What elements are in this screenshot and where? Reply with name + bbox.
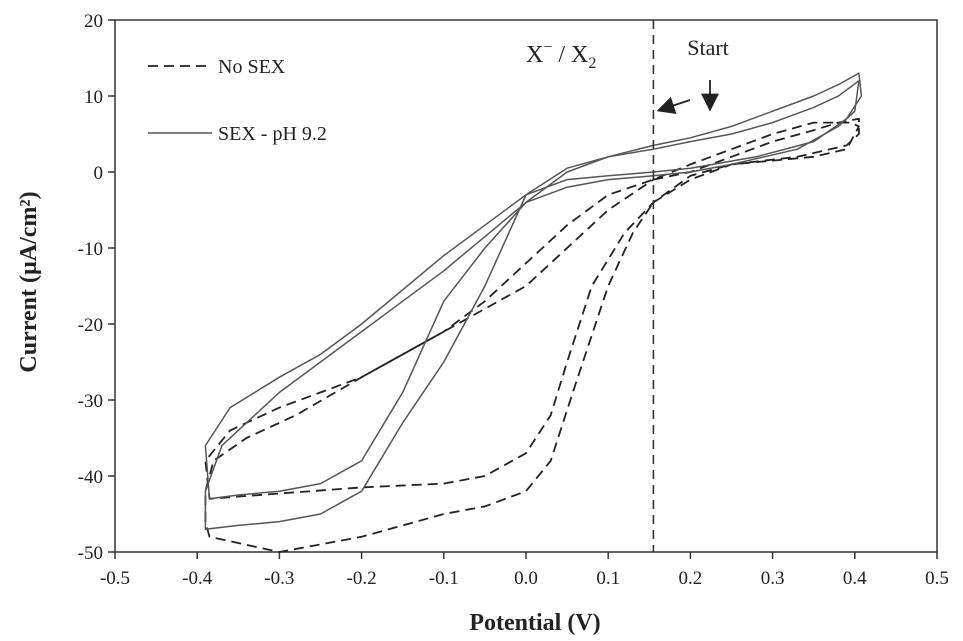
legend-label-sex: SEX - pH 9.2 bbox=[218, 123, 327, 145]
y-tick-label: -40 bbox=[78, 467, 103, 488]
y-tick-label: 0 bbox=[94, 163, 104, 184]
x-tick-label: 0.0 bbox=[514, 568, 538, 589]
series-line-sex-ph-9-2-cycle-1 bbox=[204, 80, 860, 500]
x-tick-label: 0.3 bbox=[761, 568, 785, 589]
legend-label-no-sex: No SEX bbox=[218, 56, 286, 78]
x-tick-label: -0.1 bbox=[429, 568, 459, 589]
x-tick-label: 0.4 bbox=[843, 568, 867, 589]
y-tick-label: -50 bbox=[78, 543, 103, 564]
direction-arrow bbox=[656, 96, 691, 114]
y-tick-label: -20 bbox=[78, 315, 103, 336]
plot-area bbox=[114, 19, 938, 553]
x-tick-label: -0.5 bbox=[100, 568, 130, 589]
redox-couple-sup: − bbox=[543, 39, 552, 56]
x-axis-title: Potential (V) bbox=[469, 610, 600, 636]
redox-couple-mid: / X bbox=[552, 42, 588, 68]
series-line-sex-ph-9-2-cycle-2 bbox=[204, 72, 863, 530]
x-tick-label: -0.3 bbox=[264, 568, 294, 589]
y-axis-ticks: -50 -40 -30 -20 -10 0 10 20 bbox=[78, 11, 115, 564]
y-tick-label: -30 bbox=[78, 391, 103, 412]
y-tick-label: 20 bbox=[84, 11, 103, 32]
redox-couple-x: X bbox=[526, 42, 543, 68]
redox-couple-label: X− / X2 bbox=[526, 39, 596, 72]
x-tick-label: -0.2 bbox=[347, 568, 377, 589]
legend: No SEX SEX - pH 9.2 bbox=[148, 56, 327, 145]
x-tick-label: 0.5 bbox=[925, 568, 949, 589]
annotations: X− / X2 Start bbox=[526, 35, 729, 114]
y-tick-label: -10 bbox=[78, 239, 103, 260]
x-axis-ticks: -0.5 -0.4 -0.3 -0.2 -0.1 0.0 0.1 0.2 0.3 0.4 0.5 bbox=[100, 552, 949, 589]
x-tick-label: 0.1 bbox=[596, 568, 620, 589]
start-label: Start bbox=[687, 35, 729, 60]
series-line-no-sex-cycle-1 bbox=[204, 117, 860, 500]
y-axis-title: Current (µA/cm²) bbox=[16, 191, 42, 372]
y-tick-label: 10 bbox=[84, 87, 103, 108]
redox-couple-sub: 2 bbox=[588, 55, 596, 72]
series-layer bbox=[204, 72, 863, 553]
plot-border bbox=[114, 19, 938, 553]
series-line-no-sex-cycle-2 bbox=[204, 121, 860, 553]
x-tick-label: -0.4 bbox=[182, 568, 213, 589]
x-tick-label: 0.2 bbox=[679, 568, 703, 589]
